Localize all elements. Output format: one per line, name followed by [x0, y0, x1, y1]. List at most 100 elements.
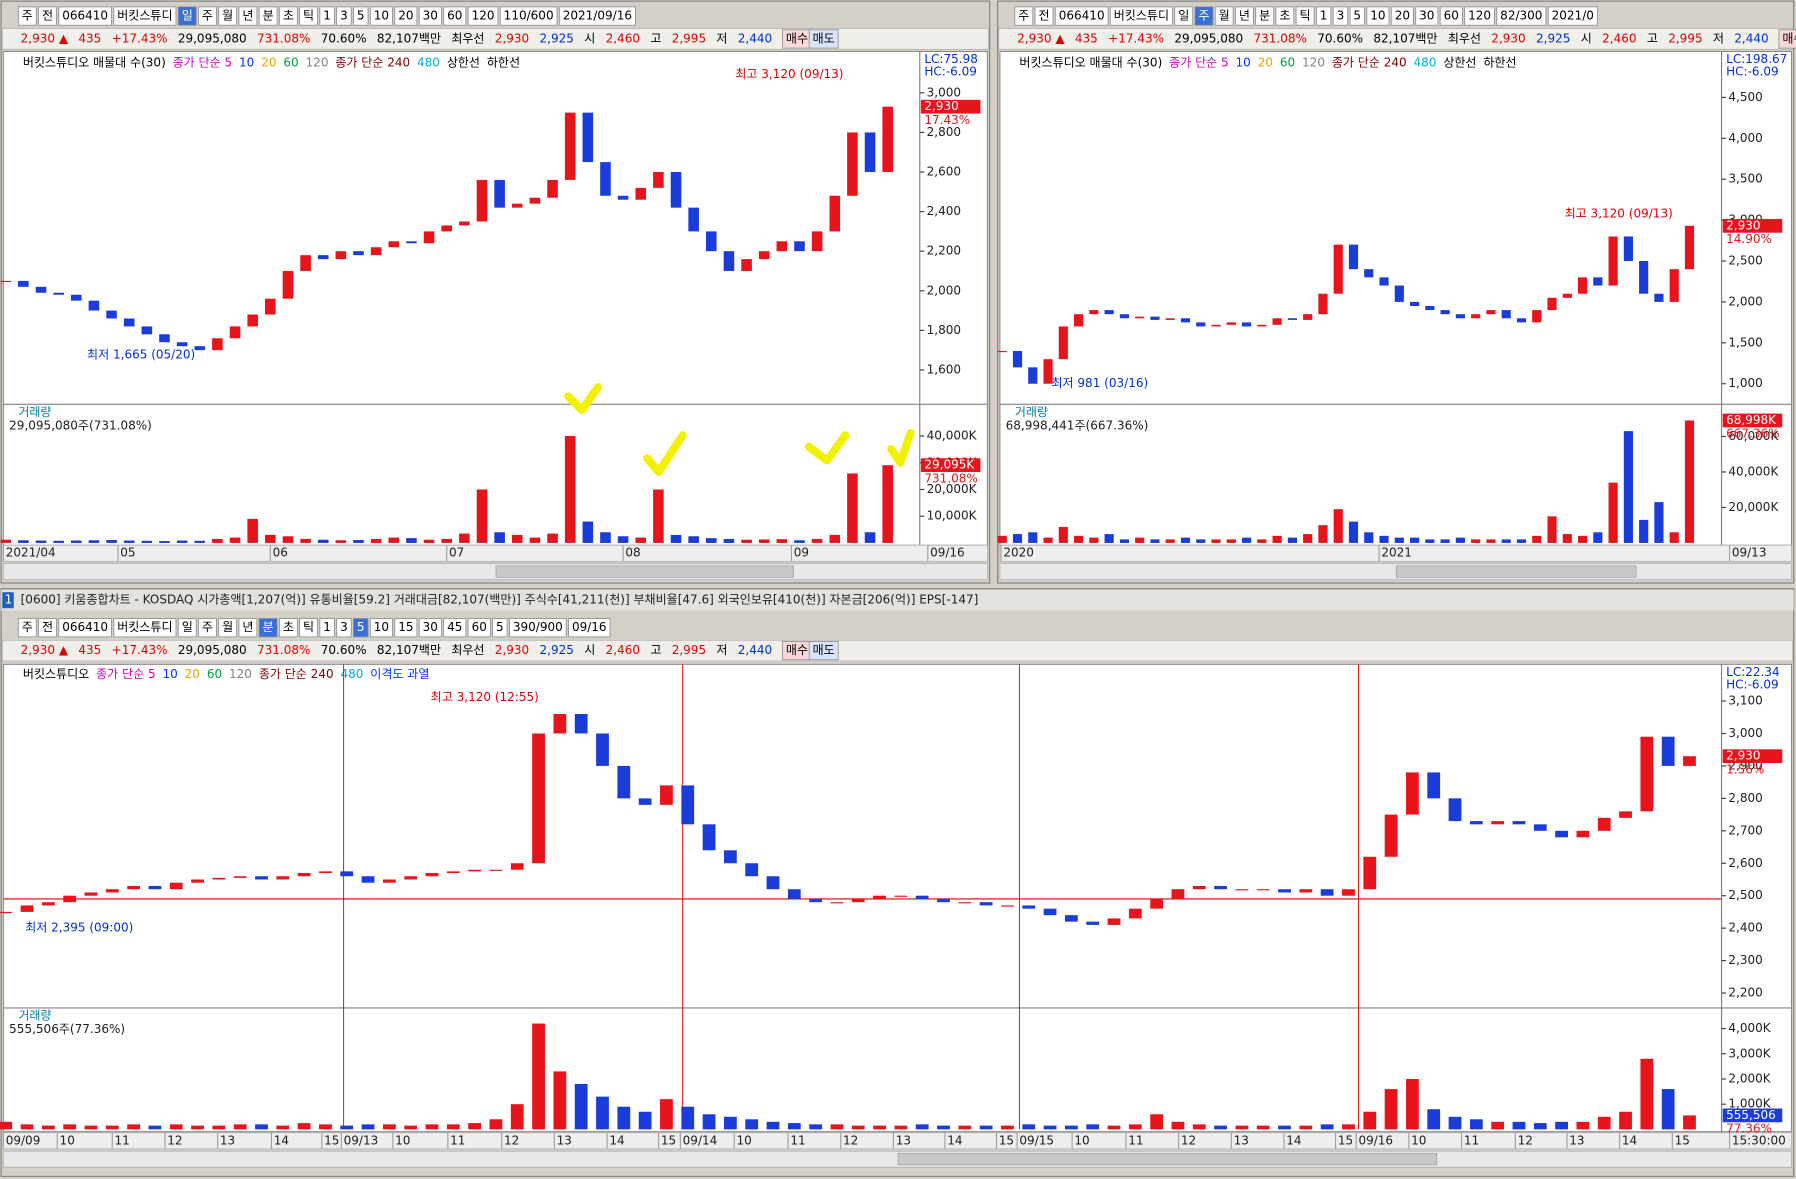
toolbar-item[interactable]: 5 — [357, 620, 365, 634]
toolbar-item[interactable]: 5 — [357, 9, 365, 23]
toolbar-item[interactable]: 년 — [242, 9, 253, 23]
toolbar-item-box[interactable] — [443, 6, 467, 26]
toolbar-item-box[interactable] — [1332, 6, 1349, 26]
toolbar-item-box[interactable] — [1054, 6, 1109, 26]
toolbar-item[interactable]: 일 — [182, 620, 193, 634]
toolbar-item-box[interactable] — [278, 6, 298, 26]
scroll-thumb[interactable] — [897, 1153, 1438, 1166]
toolbar-item[interactable]: 20 — [1395, 9, 1410, 23]
toolbar-item[interactable]: 초 — [283, 9, 294, 23]
toolbar-item[interactable]: 60 — [1444, 9, 1459, 23]
toolbar-item-box[interactable] — [1109, 6, 1173, 26]
toolbar-item[interactable]: 년 — [1239, 9, 1250, 23]
toolbar-item[interactable]: 30 — [1419, 9, 1434, 23]
quote-item[interactable]: 매수 — [1782, 31, 1796, 45]
toolbar-item[interactable]: 10 — [374, 9, 389, 23]
toolbar-item[interactable]: 주 — [202, 620, 213, 634]
toolbar-item-box[interactable] — [499, 6, 558, 26]
quote-item[interactable]: 매도 — [813, 643, 835, 657]
toolbar-item-box[interactable] — [1275, 6, 1295, 26]
scrollbar[interactable] — [3, 1150, 1792, 1168]
toolbar-item[interactable]: 3 — [340, 9, 348, 23]
toolbar-item-box[interactable] — [558, 6, 636, 26]
toolbar-item-box[interactable] — [58, 618, 112, 638]
toolbar-item-box[interactable] — [238, 618, 258, 638]
toolbar-item[interactable]: 1 — [323, 9, 331, 23]
toolbar-item-box[interactable] — [218, 618, 238, 638]
toolbar-item-box[interactable] — [1349, 6, 1365, 26]
toolbar-item-box[interactable] — [394, 6, 418, 26]
toolbar-item-box[interactable] — [353, 6, 369, 26]
toolbar-item[interactable]: 틱 — [1300, 9, 1311, 23]
toolbar-item-box[interactable] — [38, 618, 57, 638]
toolbar-item-box[interactable] — [177, 6, 197, 26]
toolbar-item[interactable]: 5 — [496, 620, 504, 634]
toolbar-item[interactable]: 틱 — [303, 9, 314, 23]
toolbar-item[interactable]: 전 — [1038, 9, 1049, 23]
toolbar-item-box[interactable] — [17, 618, 37, 638]
toolbar-item-box[interactable] — [1496, 6, 1547, 26]
toolbar-item-box[interactable] — [58, 6, 112, 26]
toolbar-item-box[interactable] — [467, 618, 491, 638]
toolbar-item-box[interactable] — [238, 6, 258, 26]
toolbar-item-box[interactable] — [218, 6, 238, 26]
toolbar-item-box[interactable] — [177, 618, 197, 638]
toolbar-item[interactable]: 2021/09/16 — [563, 9, 632, 23]
toolbar-item[interactable]: 분 — [1259, 9, 1270, 23]
toolbar-item-box[interactable] — [1214, 6, 1234, 26]
toolbar-item[interactable]: 분 — [263, 9, 274, 23]
toolbar-item[interactable]: 주 — [22, 620, 33, 634]
toolbar-item-box[interactable] — [1547, 6, 1598, 26]
toolbar-item-box[interactable] — [336, 6, 352, 26]
toolbar-item[interactable]: 주 — [202, 9, 213, 23]
toolbar-item-box[interactable] — [319, 618, 335, 638]
toolbar-item[interactable]: 분 — [263, 620, 274, 634]
toolbar-item-box[interactable] — [1014, 6, 1034, 26]
toolbar-item[interactable]: 3 — [1337, 9, 1345, 23]
toolbar-item[interactable]: 버킷스튜디 — [1114, 9, 1169, 23]
toolbar-item[interactable]: 주 — [1198, 9, 1209, 23]
toolbar-item-box[interactable] — [278, 618, 298, 638]
toolbar-item[interactable]: 초 — [283, 620, 294, 634]
toolbar-item[interactable]: 110/600 — [504, 9, 554, 23]
toolbar-item[interactable]: 일 — [182, 9, 193, 23]
toolbar-item[interactable]: 주 — [1018, 9, 1029, 23]
toolbar-item-box[interactable] — [1439, 6, 1463, 26]
toolbar-item[interactable]: 066410 — [1059, 9, 1105, 23]
toolbar-item[interactable]: 10 — [374, 620, 389, 634]
toolbar-item[interactable]: 버킷스튜디 — [117, 620, 172, 634]
quote-item[interactable]: 매수 — [786, 643, 808, 657]
toolbar-item[interactable]: 120 — [1468, 9, 1491, 23]
toolbar-item[interactable]: 월 — [1219, 9, 1230, 23]
toolbar-item-box[interactable] — [418, 6, 442, 26]
toolbar-item[interactable]: 1 — [323, 620, 331, 634]
toolbar-item[interactable]: 066410 — [62, 9, 108, 23]
toolbar-item[interactable]: 월 — [222, 620, 233, 634]
scroll-thumb[interactable] — [1395, 565, 1637, 578]
toolbar-item[interactable]: 3 — [340, 620, 348, 634]
toolbar-item[interactable]: 2021/0 — [1552, 9, 1594, 23]
scrollbar[interactable] — [999, 563, 1792, 580]
toolbar-item[interactable]: 1 — [1320, 9, 1328, 23]
quote-item[interactable]: 매수 — [786, 31, 808, 45]
toolbar-item-box[interactable] — [17, 6, 37, 26]
toolbar-item-box[interactable] — [1390, 6, 1414, 26]
toolbar-item-box[interactable] — [353, 618, 369, 638]
toolbar-item-box[interactable] — [1174, 6, 1194, 26]
toolbar-item-box[interactable] — [1255, 6, 1275, 26]
toolbar-item[interactable]: 390/900 — [513, 620, 563, 634]
toolbar-item-box[interactable] — [319, 6, 335, 26]
toolbar-item[interactable]: 년 — [242, 620, 253, 634]
toolbar-item-box[interactable] — [299, 6, 318, 26]
toolbar-item[interactable]: 일 — [1178, 9, 1189, 23]
toolbar-item-box[interactable] — [394, 618, 418, 638]
toolbar-item-box[interactable] — [467, 6, 499, 26]
toolbar-item[interactable]: 09/16 — [572, 620, 607, 634]
toolbar-item[interactable]: 10 — [1370, 9, 1385, 23]
toolbar-item[interactable]: 45 — [447, 620, 462, 634]
quote-item-box[interactable] — [808, 641, 839, 661]
toolbar-item-box[interactable] — [113, 618, 177, 638]
toolbar-item-box[interactable] — [258, 6, 278, 26]
toolbar-item-box[interactable] — [369, 618, 393, 638]
toolbar-item-box[interactable] — [1235, 6, 1254, 26]
